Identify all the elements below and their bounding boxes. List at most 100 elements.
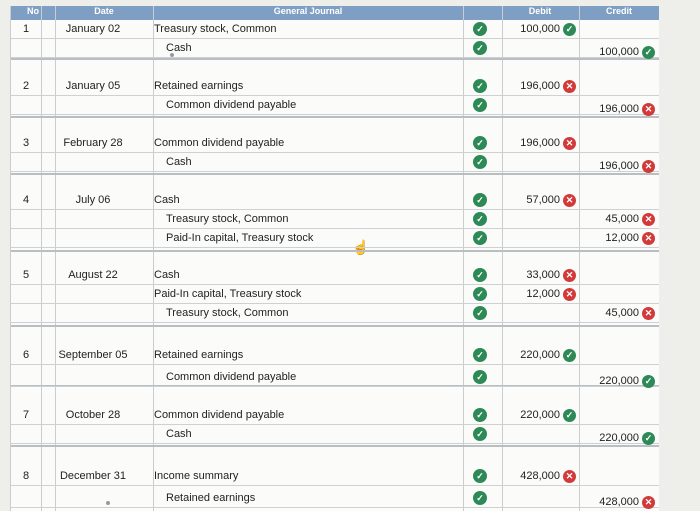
entry-date: January 05	[65, 80, 121, 92]
account-field[interactable]: Common dividend payable	[154, 137, 285, 149]
account-field[interactable]: Retained earnings	[166, 492, 256, 504]
entry-separator	[11, 173, 659, 175]
account-field[interactable]: Common dividend payable	[154, 409, 285, 421]
credit-amount-field[interactable]: 196,000 ✕	[583, 102, 655, 116]
account-field[interactable]: Retained earnings	[154, 349, 244, 361]
check-icon: ✓	[473, 306, 487, 320]
incorrect-icon: ✕	[642, 102, 655, 116]
entry-separator	[11, 116, 659, 118]
check-icon: ✓	[473, 231, 487, 245]
line-divider	[11, 209, 659, 210]
entry-date: October 28	[65, 409, 121, 421]
correct-icon: ✓	[563, 22, 576, 36]
entry-number: 8	[22, 470, 30, 482]
account-field[interactable]: Common dividend payable	[166, 371, 297, 383]
line-divider	[11, 443, 659, 444]
dot-marker	[170, 53, 174, 57]
credit-value: 12,000	[605, 232, 639, 244]
incorrect-icon: ✕	[563, 469, 576, 483]
credit-value: 196,000	[599, 160, 639, 172]
entry-separator	[11, 325, 659, 327]
line-divider	[11, 114, 659, 115]
check-icon: ✓	[473, 41, 487, 55]
debit-amount-field[interactable]: 57,000 ✕	[506, 193, 576, 207]
account-field[interactable]: Treasury stock, Common	[166, 213, 289, 225]
account-field[interactable]: Cash	[166, 42, 192, 54]
debit-value: 57,000	[526, 194, 560, 206]
line-divider	[11, 303, 659, 304]
entry-date: February 28	[63, 137, 123, 149]
account-field[interactable]: Paid-In capital, Treasury stock	[166, 232, 314, 244]
entry-number: 4	[22, 194, 30, 206]
line-divider	[11, 364, 659, 365]
account-field[interactable]: Cash	[154, 194, 180, 206]
account-field[interactable]: Income summary	[154, 470, 239, 482]
credit-value: 220,000	[599, 432, 639, 444]
credit-amount-field[interactable]: 196,000 ✕	[583, 159, 655, 173]
line-divider	[11, 485, 659, 486]
account-field[interactable]: Treasury stock, Common	[154, 23, 277, 35]
debit-value: 428,000	[520, 470, 560, 482]
column-divider	[153, 6, 154, 511]
account-field[interactable]: Treasury stock, Common	[166, 307, 289, 319]
debit-amount-field[interactable]: 428,000 ✕	[506, 469, 576, 483]
debit-amount-field[interactable]: 12,000 ✕	[506, 287, 576, 301]
debit-amount-field[interactable]: 196,000 ✕	[506, 79, 576, 93]
credit-amount-field[interactable]: 45,000 ✕	[583, 306, 655, 320]
debit-value: 196,000	[520, 137, 560, 149]
debit-amount-field[interactable]: 220,000 ✓	[506, 408, 576, 422]
credit-amount-field[interactable]: 220,000 ✓	[583, 431, 655, 445]
column-divider	[502, 6, 503, 511]
debit-amount-field[interactable]: 196,000 ✕	[506, 136, 576, 150]
entry-number: 3	[22, 137, 30, 149]
table-header: No Date General Journal Debit Credit	[11, 6, 659, 20]
header-date: Date	[94, 6, 114, 16]
entry-date: August 22	[68, 269, 118, 281]
incorrect-icon: ✕	[563, 79, 576, 93]
check-icon: ✓	[473, 348, 487, 362]
incorrect-icon: ✕	[563, 268, 576, 282]
column-divider	[55, 6, 56, 511]
account-field[interactable]: Cash	[154, 269, 180, 281]
debit-value: 100,000	[520, 23, 560, 35]
correct-icon: ✓	[642, 431, 655, 445]
line-divider	[11, 57, 659, 58]
incorrect-icon: ✕	[642, 231, 655, 245]
credit-amount-field[interactable]: 428,000 ✕	[583, 495, 655, 509]
header-credit: Credit	[605, 6, 632, 16]
check-icon: ✓	[473, 268, 487, 282]
correct-icon: ✓	[563, 408, 576, 422]
line-divider	[11, 171, 659, 172]
correct-icon: ✓	[642, 374, 655, 388]
entry-number: 1	[22, 23, 30, 35]
header-debit: Debit	[528, 6, 552, 16]
incorrect-icon: ✕	[563, 287, 576, 301]
check-icon: ✓	[473, 79, 487, 93]
debit-amount-field[interactable]: 220,000 ✓	[506, 348, 576, 362]
incorrect-icon: ✕	[563, 193, 576, 207]
check-icon: ✓	[473, 98, 487, 112]
credit-amount-field[interactable]: 45,000 ✕	[583, 212, 655, 226]
debit-amount-field[interactable]: 33,000 ✕	[506, 268, 576, 282]
debit-value: 196,000	[520, 80, 560, 92]
credit-amount-field[interactable]: 12,000 ✕	[583, 231, 655, 245]
entry-number: 7	[22, 409, 30, 421]
account-field[interactable]: Cash	[166, 156, 192, 168]
line-divider	[11, 284, 659, 285]
correct-icon: ✓	[563, 348, 576, 362]
account-field[interactable]: Paid-In capital, Treasury stock	[154, 288, 302, 300]
general-journal-table: No Date General Journal Debit Credit ☝ 1…	[10, 6, 659, 511]
incorrect-icon: ✕	[642, 159, 655, 173]
account-field[interactable]: Common dividend payable	[166, 99, 297, 111]
account-field[interactable]: Cash	[166, 428, 192, 440]
credit-value: 45,000	[605, 213, 639, 225]
debit-amount-field[interactable]: 100,000 ✓	[506, 22, 576, 36]
account-field[interactable]: Retained earnings	[154, 80, 244, 92]
header-general-journal: General Journal	[273, 6, 343, 16]
check-icon: ✓	[473, 22, 487, 36]
credit-amount-field[interactable]: 220,000 ✓	[583, 374, 655, 388]
check-icon: ✓	[473, 212, 487, 226]
line-divider	[11, 228, 659, 229]
credit-amount-field[interactable]: 100,000 ✓	[583, 45, 655, 59]
credit-value: 428,000	[599, 496, 639, 508]
